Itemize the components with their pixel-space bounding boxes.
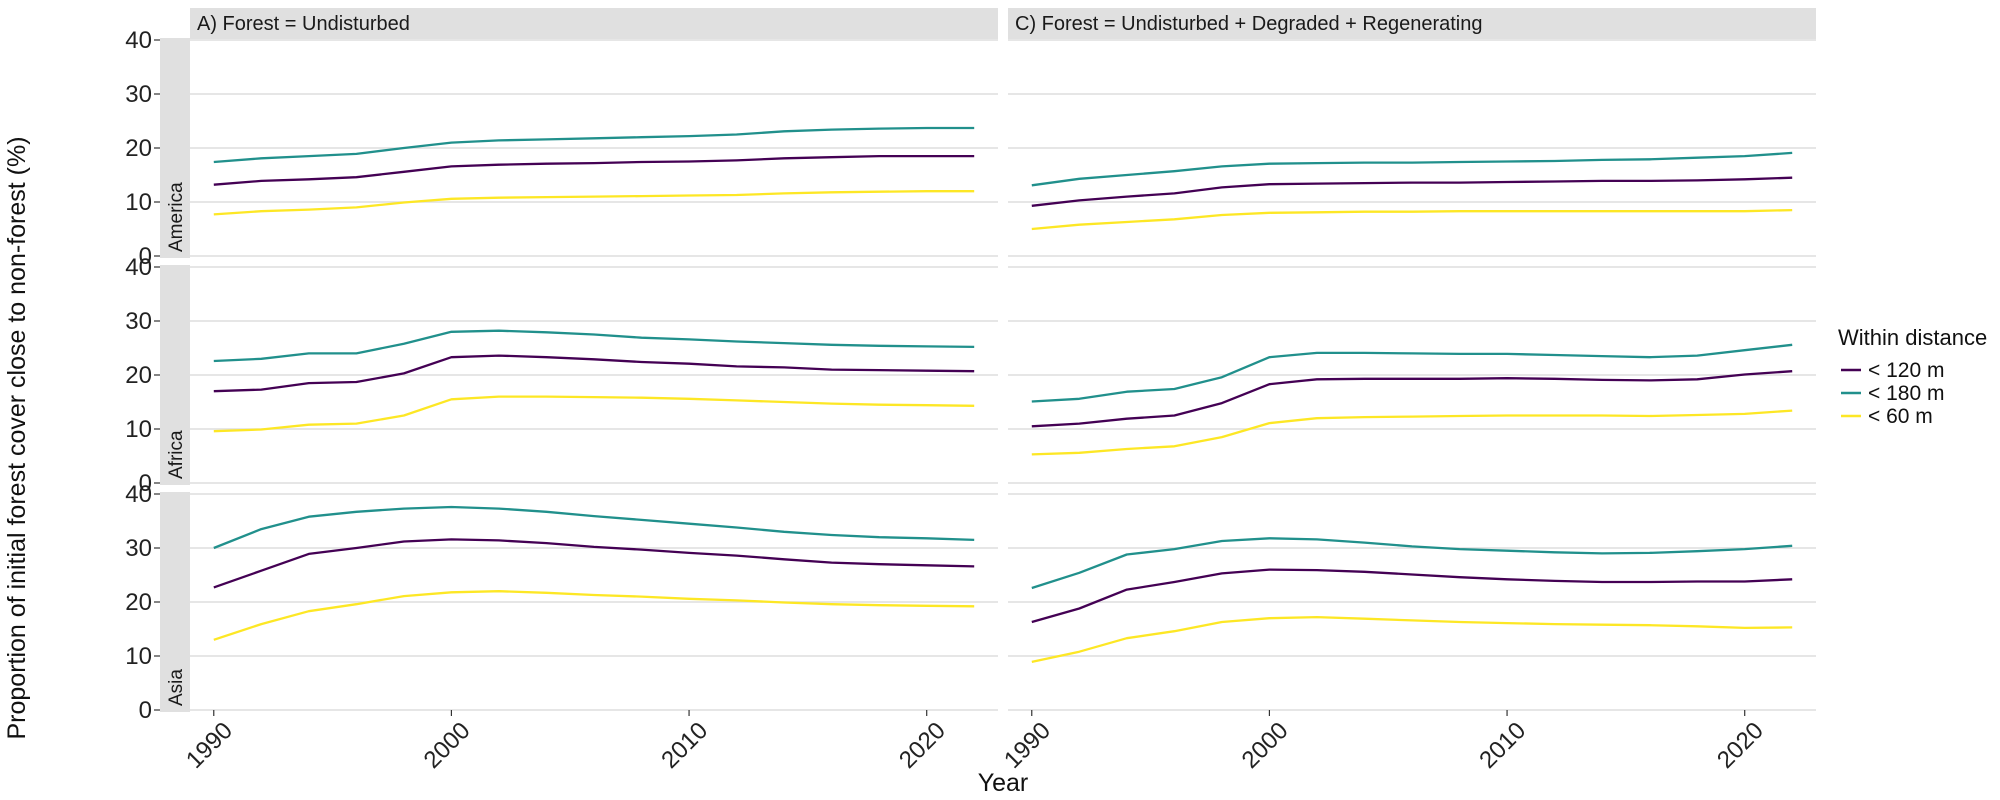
x-tick-label: 2000 — [419, 717, 476, 774]
y-tick-label: 40 — [125, 254, 152, 281]
row-strip — [160, 492, 190, 712]
row-strip — [160, 265, 190, 485]
y-tick-label: 30 — [125, 81, 152, 108]
series-line-180-m — [213, 126, 975, 164]
y-tick-label: 30 — [125, 535, 152, 562]
y-tick-label: 20 — [125, 362, 152, 389]
row-strip-label: America — [166, 182, 187, 252]
x-tick-label: 2010 — [656, 717, 713, 774]
series-line-120-m — [213, 538, 975, 589]
column-strip-label: A) Forest = Undisturbed — [197, 13, 410, 35]
row-strip-label: Asia — [166, 669, 187, 706]
series-line-60-m — [1031, 208, 1793, 231]
y-tick-label: 0 — [139, 470, 152, 497]
series-line-60-m — [213, 395, 975, 433]
series-line-120-m — [213, 354, 975, 393]
y-tick-label: 40 — [125, 27, 152, 54]
series-line-60-m — [213, 190, 975, 216]
y-tick-label: 20 — [125, 589, 152, 616]
y-tick-label: 10 — [125, 643, 152, 670]
y-tick-label: 0 — [139, 697, 152, 724]
series-line-120-m — [1031, 176, 1793, 207]
legend-title: Within distance — [1838, 325, 1987, 350]
x-tick-label: 2020 — [894, 717, 951, 774]
series-line-180-m — [213, 329, 975, 363]
y-tick-label: 10 — [125, 189, 152, 216]
series-line-180-m — [1031, 151, 1793, 187]
column-strip — [1008, 8, 1816, 39]
legend-label: < 180 m — [1868, 382, 1944, 405]
x-tick-label: 2020 — [1712, 717, 1769, 774]
y-tick-label: 20 — [125, 135, 152, 162]
series-line-180-m — [1031, 537, 1793, 590]
row-strip-label: Africa — [166, 430, 187, 479]
series-line-180-m — [1031, 343, 1793, 403]
series-line-120-m — [1031, 568, 1793, 624]
y-tick-label: 0 — [139, 243, 152, 270]
series-line-60-m — [1031, 615, 1793, 664]
series-lines — [213, 126, 1793, 664]
x-tick-label: 2000 — [1237, 717, 1294, 774]
gridlines — [190, 39, 1816, 711]
series-line-120-m — [213, 154, 975, 186]
series-line-60-m — [1031, 409, 1793, 456]
row-strip — [160, 38, 190, 258]
column-strip — [190, 8, 998, 39]
y-tick-label: 40 — [125, 481, 152, 508]
legend: Within distance < 120 m< 180 m< 60 m — [1838, 325, 1987, 428]
facet-strips: A) Forest = Undisturbed C) Forest = Undis… — [160, 8, 1816, 712]
y-tick-label: 30 — [125, 308, 152, 335]
legend-label: < 120 m — [1868, 359, 1944, 382]
column-strip-label: C) Forest = Undisturbed + Degraded + Reg… — [1015, 13, 1483, 35]
axis-titles: Year Proportion of initial forest cover … — [3, 136, 1028, 797]
y-tick-label: 10 — [125, 416, 152, 443]
series-line-180-m — [213, 505, 975, 550]
x-tick-label: 2010 — [1474, 717, 1531, 774]
x-axis-title: Year — [978, 769, 1029, 797]
x-tick-label: 1990 — [181, 717, 238, 774]
series-line-60-m — [213, 590, 975, 641]
y-axis-title: Proportion of initial forest cover close… — [3, 136, 31, 739]
legend-label: < 60 m — [1868, 405, 1933, 428]
x-tick-label: 1990 — [999, 717, 1056, 774]
series-line-120-m — [1031, 370, 1793, 428]
